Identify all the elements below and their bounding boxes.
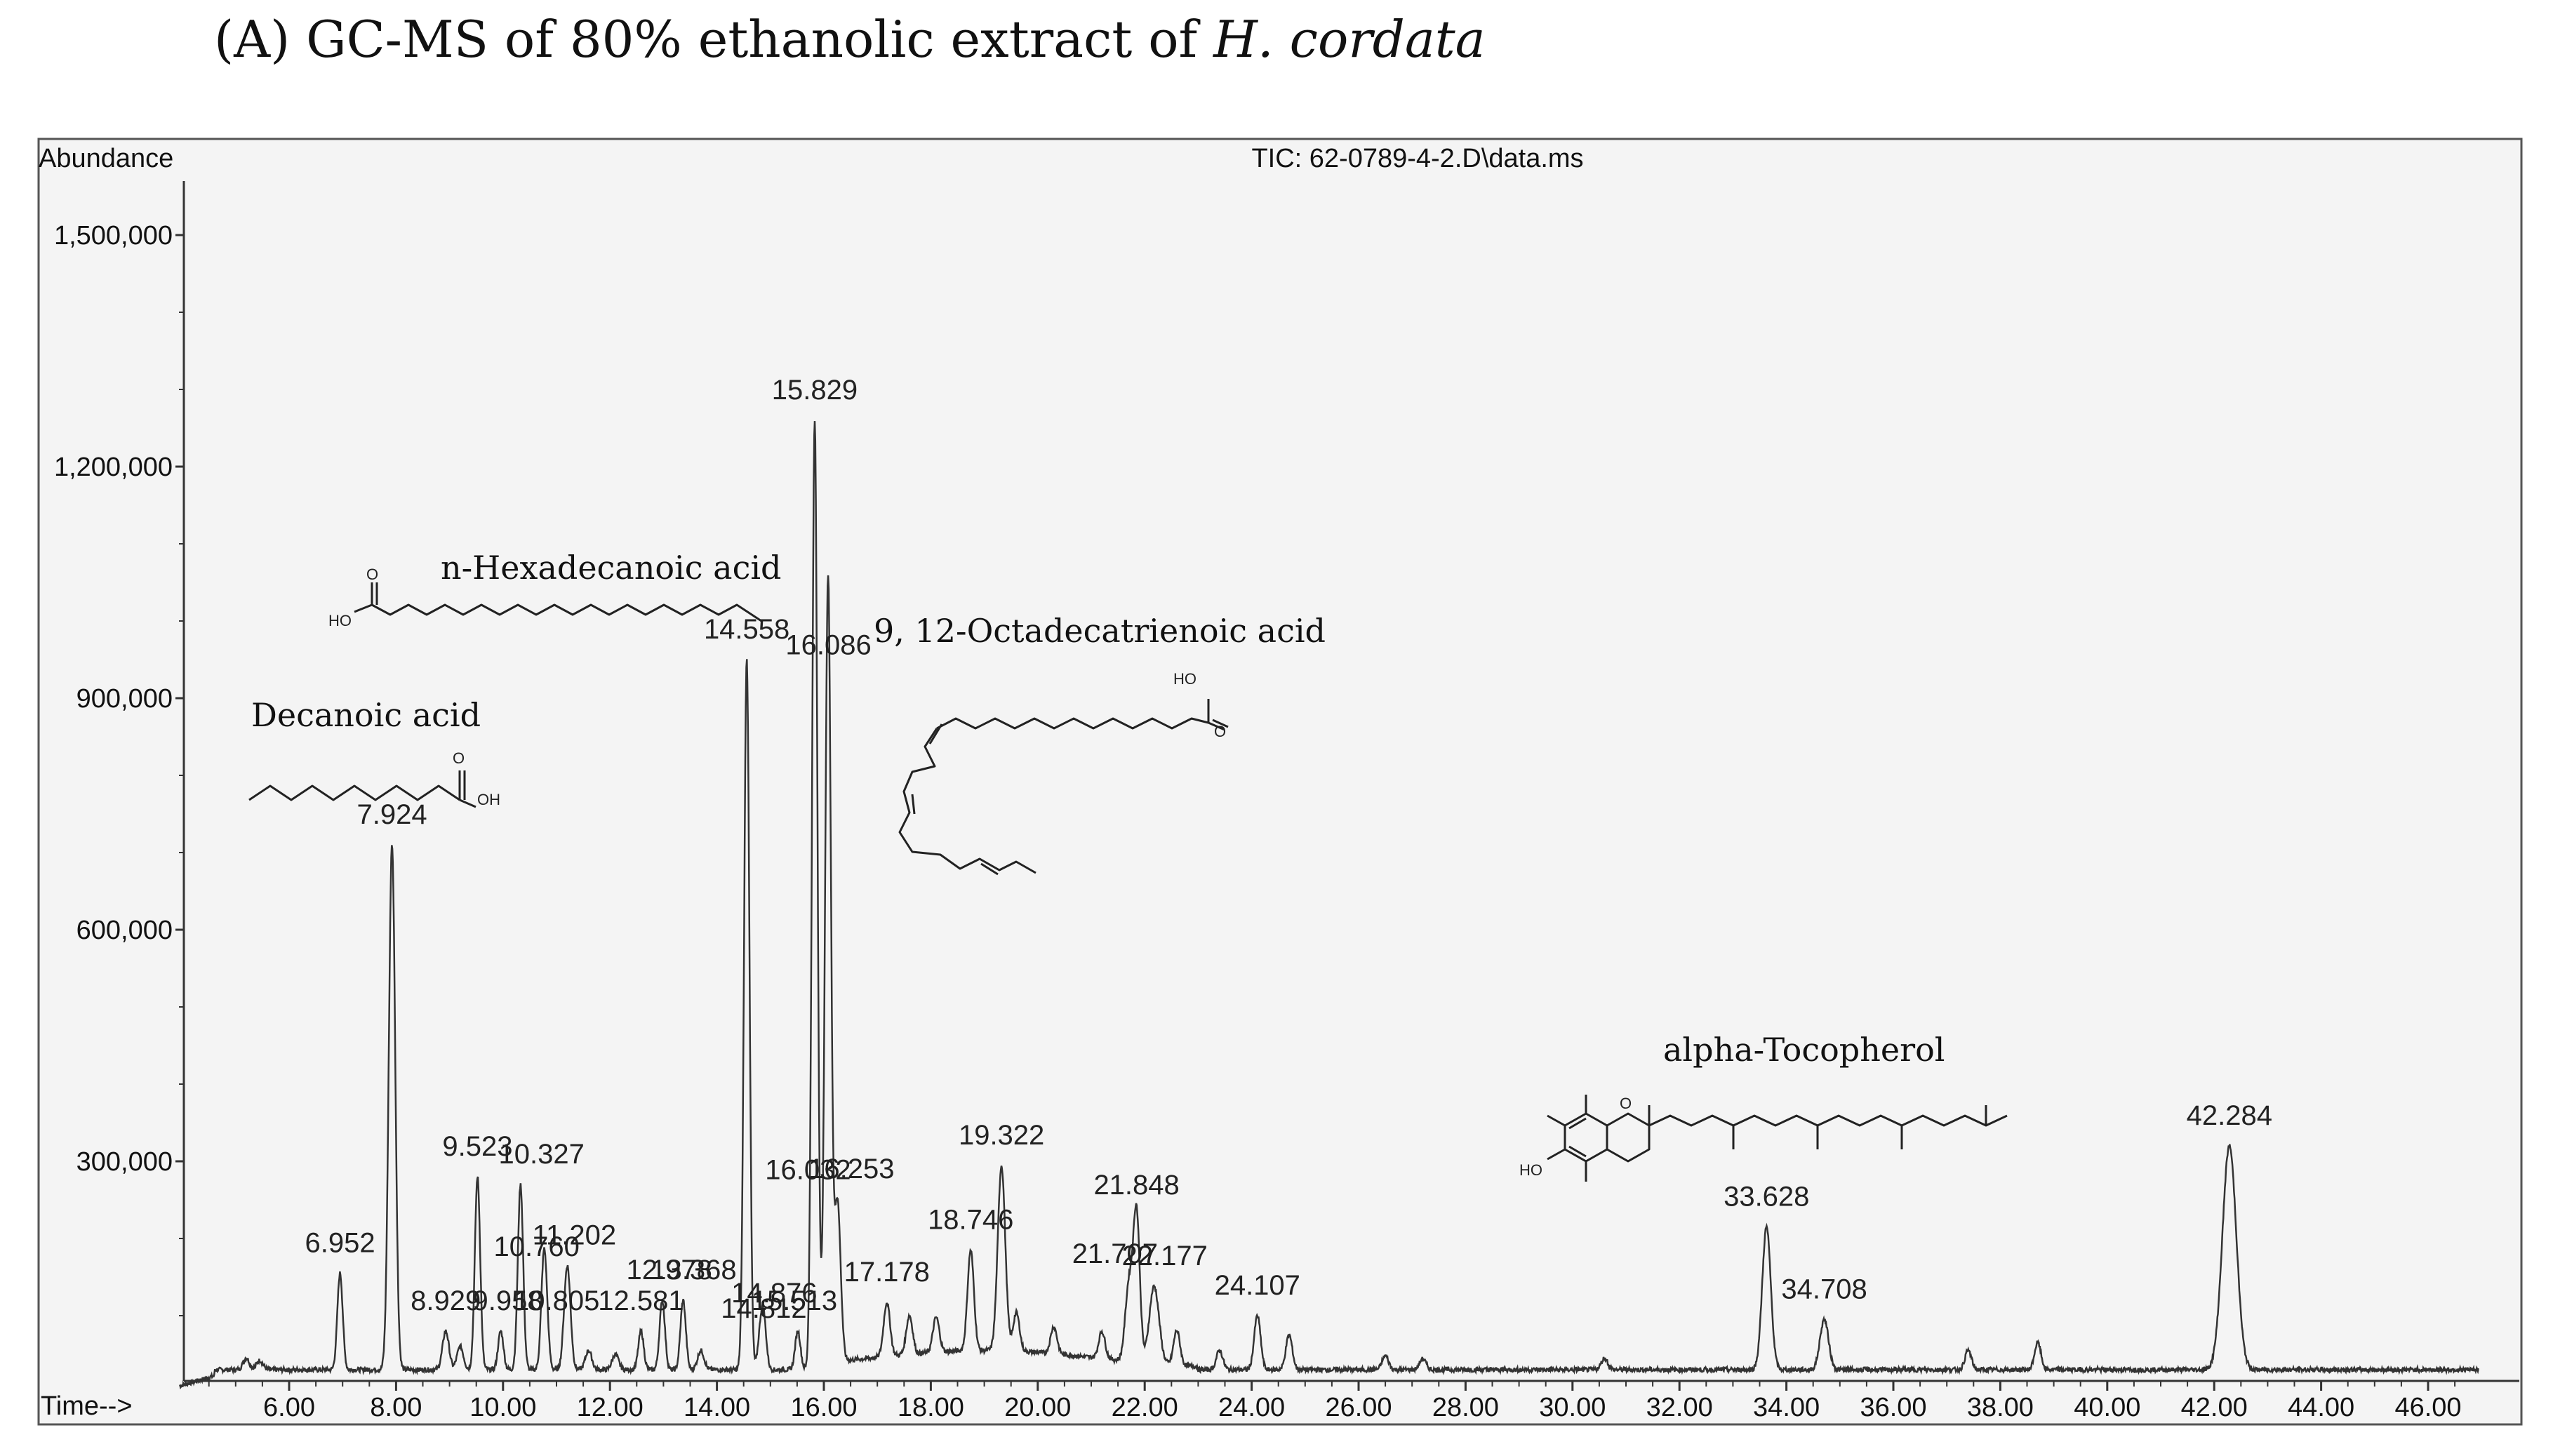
alpha-tocopherol-structure: HO O [1519, 1095, 2008, 1182]
peak-label: 42.284 [2187, 1100, 2272, 1131]
x-tick-label: 38.00 [1967, 1393, 2034, 1422]
svg-text:O: O [1620, 1095, 1632, 1112]
tic-trace [178, 421, 2479, 1390]
y-tick-label: 300,000 [76, 1147, 173, 1177]
y-tick-label: 1,500,000 [54, 221, 173, 251]
svg-text:HO: HO [328, 612, 352, 629]
x-tick-label: 20.00 [1004, 1393, 1071, 1422]
svg-text:O: O [1214, 723, 1226, 740]
annotation-label: alpha-Tocopherol [1663, 1031, 1945, 1069]
alpha-tocopherol-annotation: alpha-Tocopherol HO O [1519, 1031, 2008, 1182]
peak-label: 9.523 [442, 1131, 512, 1162]
peak-label: 14.876 [731, 1278, 817, 1309]
annotation-label: 9, 12-Octadecatrienoic acid [874, 612, 1326, 650]
x-tick-label: 46.00 [2394, 1393, 2461, 1422]
x-tick-label: 12.00 [577, 1393, 644, 1422]
x-tick-label: 26.00 [1325, 1393, 1392, 1422]
plot-frame [37, 138, 2523, 1426]
x-tick-label: 22.00 [1112, 1393, 1178, 1422]
svg-text:O: O [366, 566, 378, 583]
peak-label: 21.707 [1072, 1238, 1158, 1269]
peak-label: 7.924 [357, 799, 427, 830]
decanoic-acid-annotation: Decanoic acid O OH [248, 696, 500, 808]
peak-label: 21.848 [1093, 1170, 1179, 1201]
species-name: H. cordata [1213, 10, 1486, 69]
peak-label: 10.327 [499, 1139, 585, 1170]
x-tick-label: 42.00 [2181, 1393, 2248, 1422]
peak-labels: 6.952 7.924 8.929 9.523 9.958 10.327 10.760 10.… [305, 375, 2272, 1324]
peak-label: 6.952 [305, 1228, 375, 1259]
y-tick-label: 900,000 [76, 684, 173, 714]
svg-text:O: O [453, 749, 465, 767]
decanoic-acid-structure: O OH [248, 749, 500, 808]
peak-label: 18.746 [928, 1205, 1013, 1236]
x-tick-label: 24.00 [1218, 1393, 1285, 1422]
peak-label: 14.558 [704, 614, 789, 645]
axes: 300,000 600,000 900,000 1,200,000 1,500,000 6… [54, 181, 2519, 1422]
peak-label: 14.812 [721, 1293, 806, 1324]
n-hexadecanoic-acid-annotation: n-Hexadecanoic acid O HO [328, 549, 782, 629]
x-tick-label: 34.00 [1753, 1393, 1820, 1422]
chart-title: TIC: 62-0789-4-2.D\data.ms [1251, 144, 1583, 173]
peak-label: 11.202 [533, 1220, 616, 1251]
peak-label: 9.958 [473, 1285, 543, 1316]
peak-label: 13.368 [651, 1255, 736, 1285]
peak-label: 12.978 [627, 1255, 712, 1285]
peak-label: 16.253 [808, 1154, 894, 1184]
x-tick-label: 18.00 [898, 1393, 964, 1422]
peak-label: 8.929 [411, 1285, 481, 1316]
peak-label: 16.086 [785, 629, 871, 660]
peak-label: 10.760 [494, 1231, 580, 1262]
annotation-label: n-Hexadecanoic acid [441, 549, 782, 587]
x-tick-label: 36.00 [1860, 1393, 1926, 1422]
peak-label: 16.032 [765, 1155, 851, 1186]
peak-label: 34.708 [1781, 1274, 1867, 1305]
peak-label: 15.829 [772, 375, 858, 406]
peak-label: 24.107 [1215, 1270, 1300, 1301]
x-tick-label: 44.00 [2288, 1393, 2354, 1422]
x-tick-label: 28.00 [1432, 1393, 1499, 1422]
peak-label: 19.322 [959, 1120, 1044, 1151]
peak-label: 17.178 [844, 1257, 930, 1288]
peak-label: 10.805 [514, 1285, 599, 1316]
y-tick-label: 600,000 [76, 916, 173, 945]
peak-label: 22.177 [1122, 1241, 1208, 1271]
figure-title: (A) GC-MS of 80% ethanolic extract of H.… [214, 10, 1486, 69]
y-tick-label: 1,200,000 [54, 453, 173, 482]
x-tick-label: 16.00 [790, 1393, 857, 1422]
svg-text:HO: HO [1519, 1161, 1542, 1179]
x-tick-label: 40.00 [2074, 1393, 2140, 1422]
octadecatrienoic-acid-annotation: 9, 12-Octadecatrienoic acid HO O [874, 612, 1326, 876]
peak-label: 15.513 [752, 1285, 837, 1316]
y-axis-label: Abundance [39, 144, 173, 173]
annotation-label: Decanoic acid [251, 696, 481, 734]
x-tick-label: 10.00 [469, 1393, 536, 1422]
peak-label: 33.628 [1724, 1182, 1809, 1213]
x-tick-label: 6.00 [263, 1393, 315, 1422]
peak-label: 12.581 [598, 1285, 684, 1316]
x-tick-label: 14.00 [684, 1393, 750, 1422]
n-hexadecanoic-acid-structure: O HO [328, 566, 762, 629]
x-tick-label: 8.00 [370, 1393, 422, 1422]
octadecatrienoic-acid-structure: HO O [898, 670, 1229, 876]
x-axis-label: Time--> [41, 1391, 133, 1421]
x-tick-label: 30.00 [1539, 1393, 1606, 1422]
svg-text:OH: OH [477, 791, 500, 808]
svg-text:HO: HO [1173, 670, 1196, 688]
x-tick-label: 32.00 [1646, 1393, 1713, 1422]
